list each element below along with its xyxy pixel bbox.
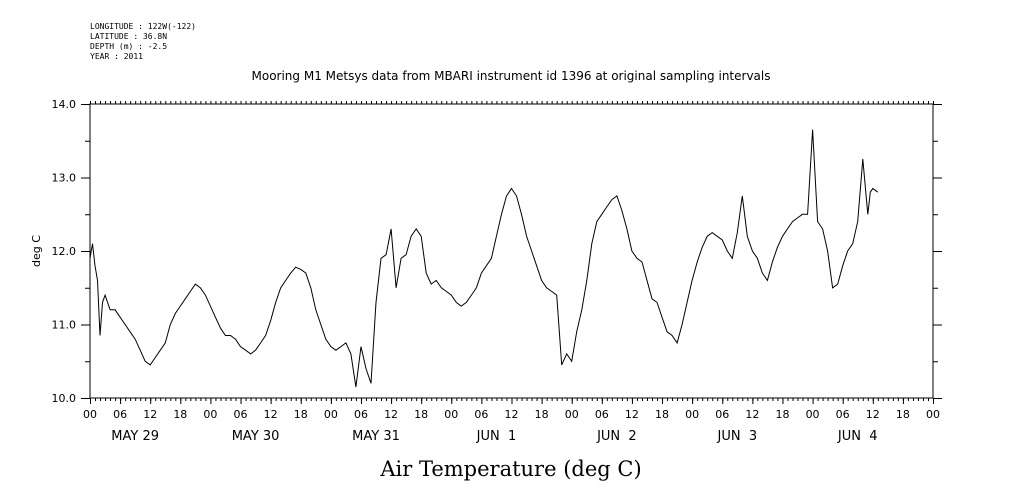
date-label: JUN 1 [476,429,517,444]
metadata-block: LONGITUDE : 122W(-122) LATITUDE : 36.8N … [90,22,196,62]
y-tick-label: 14.0 [52,98,77,111]
x-tick-label: 18 [173,408,187,421]
x-tick-label: 00 [324,408,338,421]
x-tick-label: 12 [866,408,880,421]
date-label: JUN 2 [596,429,637,444]
longitude-text: LONGITUDE : 122W(-122) [90,22,196,31]
x-tick-label: 18 [896,408,910,421]
axis-labels: 00 06 12 18 00 06 12 18 00 06 12 18 00 06 12 18 00 06 12 18… [52,98,941,444]
x-tick-label: 12 [505,408,519,421]
x-tick-label: 00 [203,408,217,421]
year-text: YEAR : 2011 [90,52,143,61]
y-tick-label: 11.0 [52,319,77,332]
x-tick-label: 06 [595,408,609,421]
chart-title: Mooring M1 Metsys data from MBARI instru… [252,69,771,83]
x-tick-label: 18 [655,408,669,421]
x-tick-label: 00 [926,408,940,421]
x-tick-label: 18 [294,408,308,421]
x-tick-label: 18 [535,408,549,421]
x-tick-label: 06 [354,408,368,421]
x-tick-label: 12 [143,408,157,421]
x-tick-label: 06 [234,408,248,421]
y-tick-label: 13.0 [52,172,77,185]
x-tick-label: 12 [625,408,639,421]
x-tick-label: 12 [264,408,278,421]
x-tick-label: 00 [444,408,458,421]
y-axis-label: deg C [30,235,43,267]
x-tick-label: 12 [745,408,759,421]
date-label: MAY 30 [232,429,280,444]
x-tick-label: 18 [775,408,789,421]
x-tick-label: 06 [715,408,729,421]
x-tick-label: 00 [685,408,699,421]
depth-text: DEPTH (m) : -2.5 [90,42,168,51]
y-tick-label: 10.0 [52,392,77,405]
x-tick-label: 00 [565,408,579,421]
axis-ticks [81,101,942,404]
x-tick-label: 00 [806,408,820,421]
x-tick-label: 06 [836,408,850,421]
x-tick-label: 12 [384,408,398,421]
x-tick-label: 00 [83,408,97,421]
plot-frame [89,103,934,399]
x-tick-label: 06 [474,408,488,421]
x-tick-label: 18 [414,408,428,421]
date-label: JUN 4 [837,429,878,444]
x-axis-label: Air Temperature (deg C) [379,457,641,481]
date-label: JUN 3 [716,429,757,444]
latitude-text: LATITUDE : 36.8N [90,32,168,41]
series-line [89,129,879,388]
x-tick-label: 06 [113,408,127,421]
date-label: MAY 31 [352,429,400,444]
date-label: MAY 29 [111,429,159,444]
y-tick-label: 12.0 [52,245,77,258]
